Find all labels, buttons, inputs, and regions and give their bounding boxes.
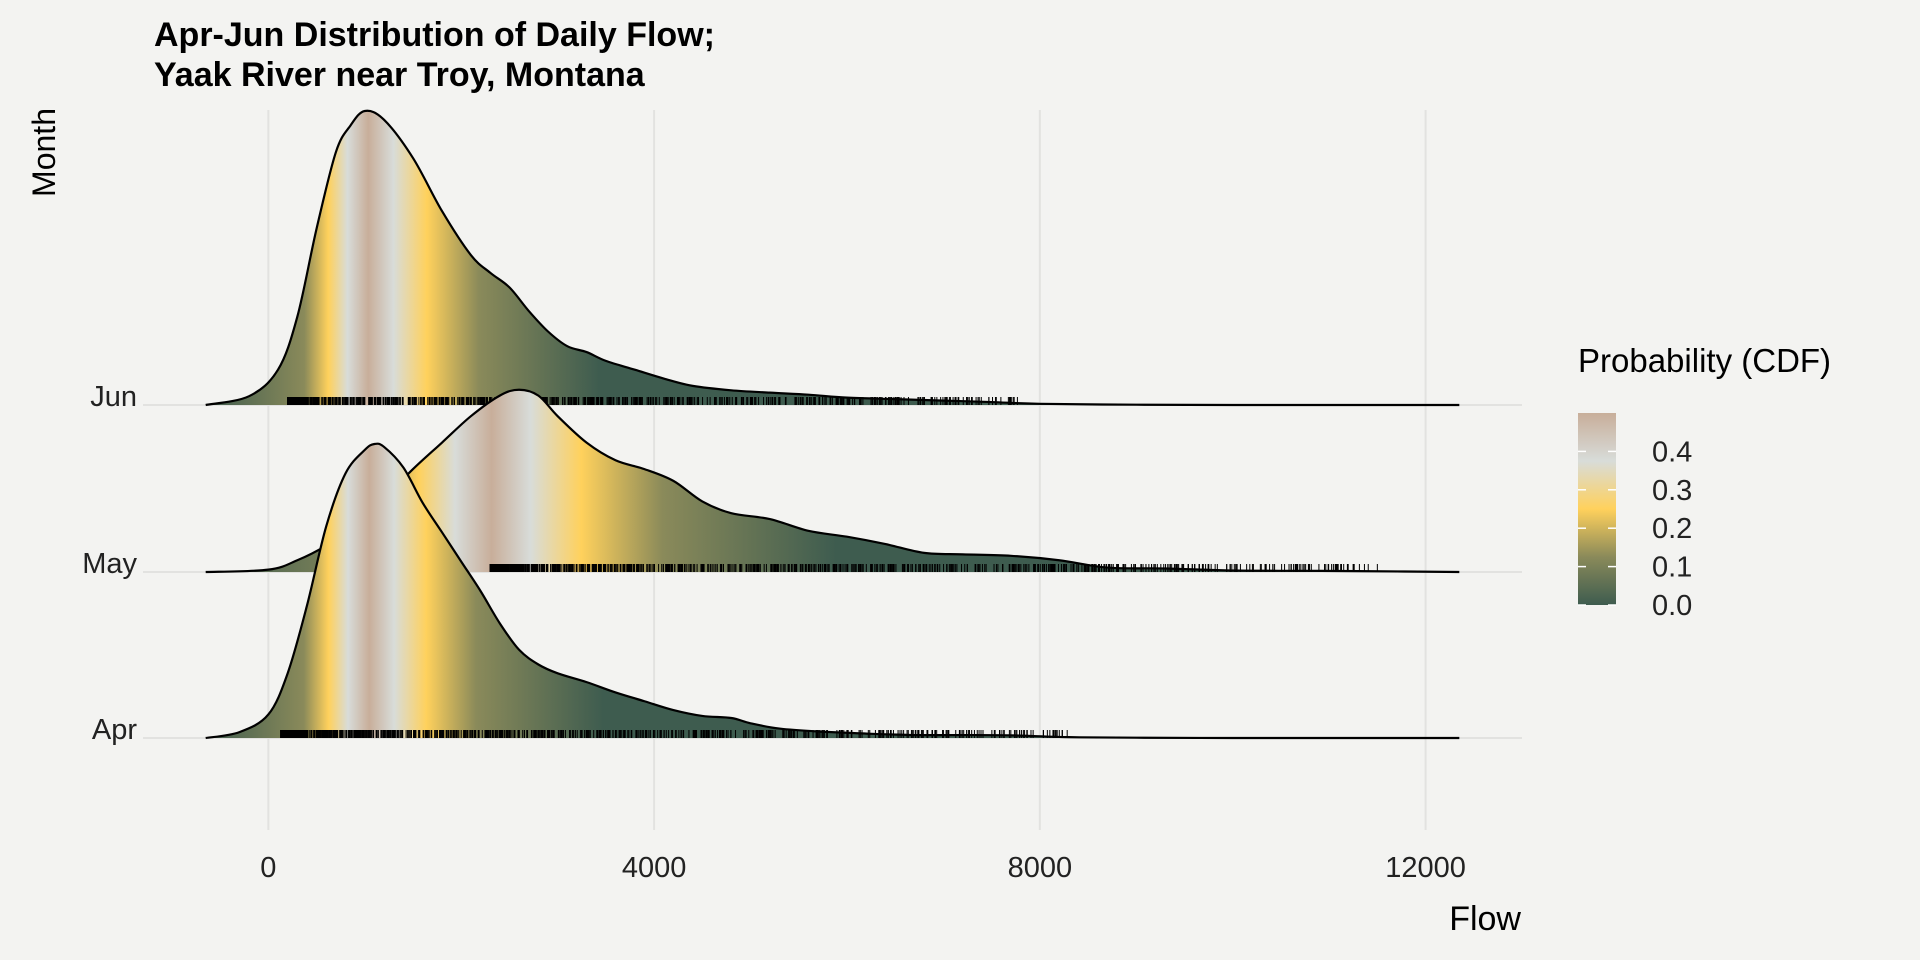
chart-title-line-2: Yaak River near Troy, Montana <box>154 56 646 94</box>
legend-title: Probability (CDF) <box>1578 342 1831 379</box>
legend-tick-label: 0.1 <box>1652 552 1692 584</box>
rug-apr <box>280 730 1068 738</box>
x-tick-label: 0 <box>260 852 276 884</box>
ridge-outline-apr <box>205 442 1460 740</box>
ridge-fill-may <box>205 389 1460 572</box>
ridge-jun: Jun <box>90 109 1460 413</box>
month-label-jun: Jun <box>90 381 137 413</box>
y-axis-label: Month <box>26 108 62 197</box>
legend-tick-label: 0.0 <box>1652 590 1692 622</box>
x-tick-label: 8000 <box>1008 852 1073 884</box>
legend-tick-label: 0.3 <box>1652 475 1692 507</box>
legend-color-bar <box>1578 413 1616 605</box>
x-axis-label: Flow <box>1449 900 1521 938</box>
x-axis-ticks: 0 4000 8000 12000 <box>260 852 1466 884</box>
ridge-may: May <box>82 388 1460 580</box>
rug-may <box>489 564 1378 572</box>
chart-title-line-1: Apr-Jun Distribution of Daily Flow; <box>154 16 715 54</box>
legend-tick-label: 0.2 <box>1652 513 1692 545</box>
x-tick-label: 12000 <box>1385 852 1466 884</box>
x-tick-label: 4000 <box>622 852 687 884</box>
ridges: Jun May Apr <box>82 109 1460 746</box>
ridge-apr: Apr <box>92 442 1460 746</box>
ridge-fill-jun <box>205 110 1460 406</box>
legend-tick-label: 0.4 <box>1652 436 1692 468</box>
legend-ticks: 0.0 0.1 0.2 0.3 0.4 <box>1578 436 1692 622</box>
month-label-apr: Apr <box>92 714 137 746</box>
month-label-may: May <box>82 548 137 580</box>
fill-legend: Probability (CDF) 0.0 0.1 0.2 0.3 0.4 <box>1578 342 1831 622</box>
ridge-outline-jun <box>205 109 1460 407</box>
ridge-fill-apr <box>205 443 1460 739</box>
